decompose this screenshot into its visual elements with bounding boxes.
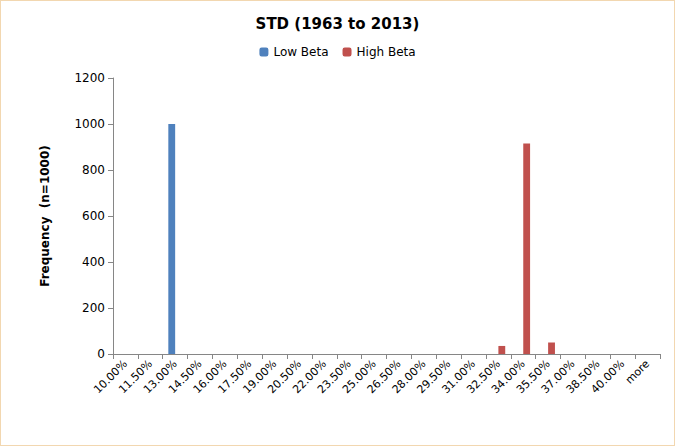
svg-text:more: more [623,357,652,386]
svg-text:38.50%: 38.50% [563,357,603,397]
svg-text:400: 400 [82,255,105,269]
svg-text:11.50%: 11.50% [116,357,155,397]
svg-text:High Beta: High Beta [357,45,416,59]
svg-text:1000: 1000 [74,117,105,131]
svg-text:1200: 1200 [74,71,105,85]
svg-text:34.00%: 34.00% [489,357,528,397]
svg-text:Low Beta: Low Beta [273,45,328,59]
svg-text:29.50%: 29.50% [414,357,454,397]
svg-text:0: 0 [97,347,105,361]
svg-text:17.50%: 17.50% [215,357,255,397]
svg-text:28.00%: 28.00% [389,357,429,397]
svg-text:600: 600 [82,209,105,223]
svg-text:22.00%: 22.00% [290,357,329,397]
svg-text:19.00%: 19.00% [240,357,280,397]
svg-text:31.00%: 31.00% [439,357,479,397]
svg-text:25.00%: 25.00% [339,357,379,397]
svg-text:37.00%: 37.00% [538,357,578,397]
svg-text:40.00%: 40.00% [588,357,627,396]
svg-text:32.50%: 32.50% [464,357,503,397]
svg-text:Frequency (n=1000): Frequency (n=1000) [38,145,52,287]
svg-text:26.50%: 26.50% [364,357,404,397]
svg-text:200: 200 [82,301,105,315]
svg-text:800: 800 [82,163,105,177]
svg-text:10.00%: 10.00% [91,357,130,397]
svg-text:13.00%: 13.00% [140,357,180,397]
svg-text:23.50%: 23.50% [315,357,354,397]
svg-text:35.50%: 35.50% [513,357,553,397]
svg-text:14.50%: 14.50% [165,357,205,397]
svg-text:STD (1963 to 2013): STD (1963 to 2013) [256,15,420,33]
svg-text:20.50%: 20.50% [265,357,305,397]
svg-text:16.00%: 16.00% [190,357,230,397]
